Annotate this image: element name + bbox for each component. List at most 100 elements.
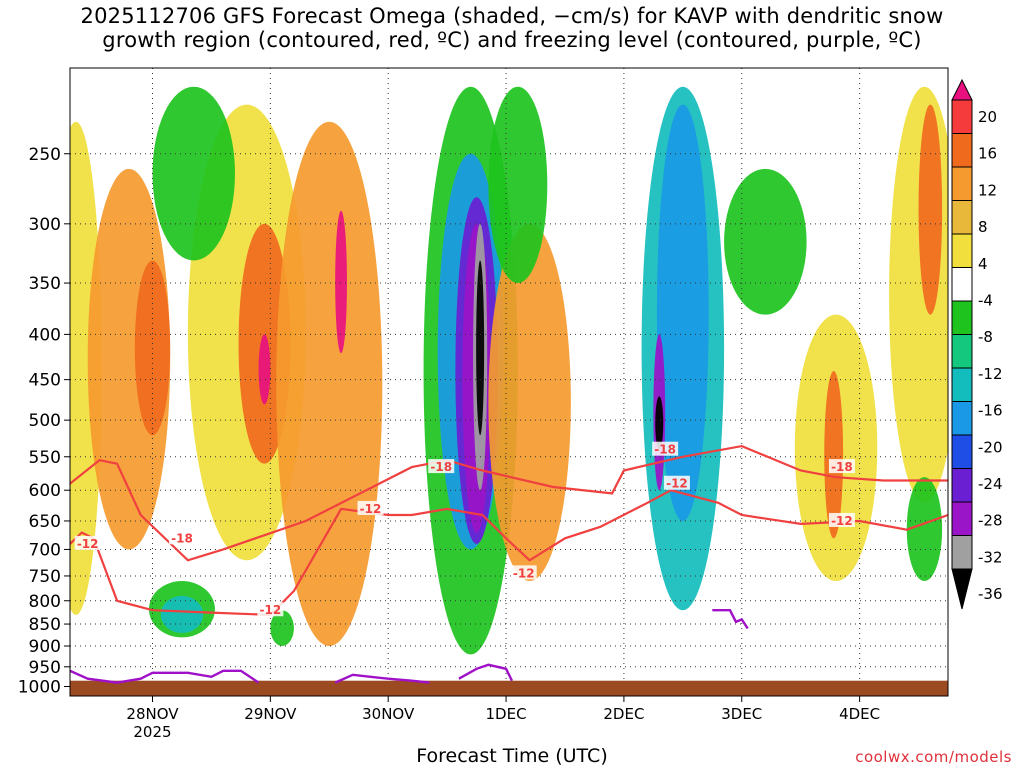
colorbar-label-1: 16 <box>978 145 997 163</box>
contour-label-7: -12 <box>666 477 688 491</box>
freezing-level-contour-2 <box>458 663 513 682</box>
colorbar-band-7 <box>951 334 973 369</box>
x-axis-label: Forecast Time (UTC) <box>416 745 608 767</box>
contour-label-bg-9 <box>828 512 855 527</box>
contour-label-0: -12 <box>77 537 99 551</box>
contour-label-3: -12 <box>360 502 382 516</box>
ground-fill <box>70 680 948 696</box>
colorbar-band-12 <box>951 501 973 536</box>
colorbar-label-0: 20 <box>978 108 997 126</box>
dgz-contour-m12 <box>70 489 948 617</box>
colorbar-band-4 <box>951 233 973 268</box>
plot-frame <box>69 67 949 697</box>
omega-region-27 <box>918 104 943 315</box>
colorbar-band-6 <box>951 300 973 335</box>
colorbar-label-12: -32 <box>978 548 1003 566</box>
contour-label-4: -18 <box>430 460 452 474</box>
y-tick-label-600: 600 <box>29 481 61 501</box>
colorbar-top-arrow <box>951 78 973 101</box>
y-tick-label-350: 350 <box>29 274 61 294</box>
omega-region-6 <box>276 121 383 647</box>
colorbar-band-8 <box>951 367 973 402</box>
colorbar-label-13: -36 <box>978 585 1003 603</box>
contour-label-bg-7 <box>663 475 690 490</box>
omega-region-7 <box>335 210 347 354</box>
y-tick-label-400: 400 <box>29 325 61 345</box>
chart-title-line-1: 2025112706 GFS Forecast Omega (shaded, −… <box>80 4 944 28</box>
y-tick-label-800: 800 <box>29 592 61 612</box>
x-tick-label-1DEC: 1DEC <box>486 705 527 723</box>
contour-label-bg-4 <box>428 459 455 474</box>
y-tick-label-900: 900 <box>29 637 61 657</box>
contour-label-2: -12 <box>260 603 282 617</box>
colorbar-band-3 <box>951 200 973 235</box>
omega-region-23 <box>655 396 664 450</box>
colorbar-label-5: -4 <box>978 292 993 310</box>
omega-region-25 <box>824 371 844 539</box>
ground-surface <box>70 680 948 696</box>
x-tick-label-28NOV: 28NOV <box>126 705 179 723</box>
omega-region-19 <box>488 86 548 284</box>
colorbar-label-2: 12 <box>978 181 997 199</box>
colorbar-label-11: -28 <box>978 512 1003 530</box>
colorbar-band-2 <box>951 166 973 201</box>
y-tick-label-750: 750 <box>29 567 61 587</box>
y-tick-label-650: 650 <box>29 512 61 532</box>
x-tick-label-3DEC: 3DEC <box>721 705 762 723</box>
y-tick-label-1000: 1000 <box>18 678 61 698</box>
freezing-level-contour-0 <box>70 669 260 684</box>
colorbar-band-11 <box>951 468 973 503</box>
omega-region-11 <box>152 86 235 261</box>
colorbar-label-9: -20 <box>978 438 1003 456</box>
y-tick-label-950: 950 <box>29 658 61 678</box>
colorbar-band-9 <box>951 401 973 436</box>
contour-label-bg-3 <box>357 500 384 515</box>
contour-label-9: -12 <box>831 514 853 528</box>
omega-region-18 <box>488 223 571 582</box>
credit-text: coolwx.com/models <box>855 748 1012 766</box>
chart-title: 2025112706 GFS Forecast Omega (shaded, −… <box>0 4 1024 52</box>
chart-title-line-2: growth region (contoured, red, ºC) and f… <box>102 28 922 52</box>
y-tick-label-700: 700 <box>29 540 61 560</box>
contour-label-5: -12 <box>513 566 535 580</box>
colorbar-label-8: -16 <box>978 402 1003 420</box>
omega-region-10 <box>270 610 294 647</box>
colorbar-band-13 <box>951 535 973 570</box>
contour-labels: -12 -18 -12 -12 -18 -12 -18 -12 -18 -12 <box>74 441 855 617</box>
colorbar-label-4: 4 <box>978 255 988 273</box>
y-tick-label-250: 250 <box>29 145 61 165</box>
contour-label-bg-8 <box>828 459 855 474</box>
contours <box>70 444 948 684</box>
y-axis: 2503003504004505005506006507007508008509… <box>18 145 70 698</box>
colorbar-bottom-arrow <box>951 568 973 610</box>
freezing-level-contour-1 <box>334 673 430 684</box>
colorbar: 20 16 12 8 4 -4 -8 -12 -16 -20 -24 -28 -32 -36 <box>951 78 1003 610</box>
colorbar-label-6: -8 <box>978 328 993 346</box>
y-tick-label-300: 300 <box>29 215 61 235</box>
omega-region-9 <box>160 595 204 633</box>
y-tick-label-550: 550 <box>29 448 61 468</box>
contour-label-bg-5 <box>510 565 537 580</box>
x-tick-label-2DEC: 2DEC <box>603 705 644 723</box>
omega-region-21 <box>656 104 709 521</box>
contour-label-bg-1 <box>168 530 195 545</box>
contour-label-8: -18 <box>831 460 853 474</box>
y-tick-label-500: 500 <box>29 411 61 431</box>
dgz-contour-m18 <box>70 444 948 562</box>
omega-region-5 <box>258 334 271 405</box>
contour-label-bg-0 <box>74 535 101 550</box>
omega-region-0 <box>70 121 102 615</box>
omega-region-17 <box>476 260 485 436</box>
colorbar-label-7: -12 <box>978 365 1003 383</box>
contour-label-bg-6 <box>652 441 679 456</box>
x-tick-sublabel-year: 2025 <box>133 723 171 741</box>
colorbar-band-5 <box>951 267 973 302</box>
y-tick-label-850: 850 <box>29 615 61 635</box>
colorbar-band-0 <box>951 99 973 134</box>
x-tick-label-30NOV: 30NOV <box>362 705 415 723</box>
omega-region-29 <box>906 477 943 582</box>
colorbar-band-10 <box>951 434 973 469</box>
omega-shading <box>70 86 948 655</box>
colorbar-band-1 <box>951 133 973 168</box>
